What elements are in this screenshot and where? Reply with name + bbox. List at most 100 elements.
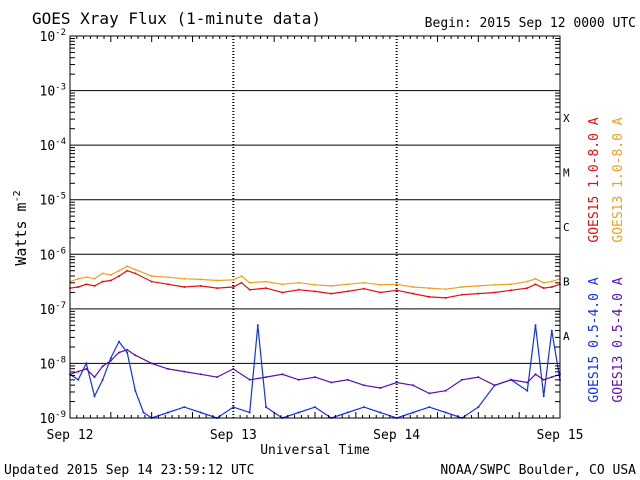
flare-class-label: B: [563, 276, 570, 289]
series-point: [150, 362, 153, 365]
series-point: [118, 340, 120, 343]
series-point: [216, 279, 218, 282]
series-point: [93, 395, 96, 398]
flare-class-label: M: [563, 166, 570, 179]
series-point: [183, 406, 186, 409]
series-layer: [69, 265, 561, 419]
series-point: [346, 290, 349, 293]
y-tick-label: 10-7: [40, 301, 67, 318]
series-point: [379, 283, 382, 286]
series-point: [550, 286, 553, 288]
series-point: [526, 381, 529, 384]
y-tick-exponent: -7: [55, 301, 66, 311]
series-point: [109, 359, 112, 362]
series-line: [69, 265, 561, 290]
series-point: [77, 378, 80, 381]
series-point: [199, 284, 202, 287]
series-point: [93, 284, 96, 287]
series-point: [183, 286, 186, 288]
y-tick-base: 10: [40, 248, 56, 263]
legend-entry: GOES15 0.5-4.0 A: [587, 277, 602, 402]
series-point: [534, 283, 537, 286]
credit-text: NOAA/SWPC Boulder, CO USA: [440, 463, 636, 478]
series-point: [379, 291, 382, 294]
series-point: [314, 290, 316, 293]
series-point: [477, 292, 480, 295]
series-point: [183, 370, 186, 373]
y-tick-exponent: -4: [55, 137, 66, 147]
series-point: [428, 406, 431, 409]
series-point: [134, 389, 137, 392]
series-point: [265, 280, 267, 283]
series-point: [314, 283, 316, 286]
series-point: [118, 275, 120, 278]
y-tick-exponent: -2: [55, 28, 66, 38]
series-point: [248, 281, 251, 284]
series-point: [510, 378, 512, 381]
series-point: [248, 288, 251, 291]
y-tick-base: 10: [40, 412, 56, 427]
series-point: [297, 281, 300, 284]
series-point: [77, 277, 80, 280]
series-point: [363, 281, 365, 284]
series-point: [444, 288, 447, 291]
series-point: [85, 367, 88, 370]
series-point: [109, 357, 112, 359]
y-tick-label: 10-9: [40, 410, 67, 427]
series-point: [118, 269, 120, 272]
series-point: [444, 296, 447, 299]
series-point: [85, 283, 88, 286]
series-point: [526, 389, 529, 392]
series-point: [167, 367, 169, 370]
series-point: [510, 283, 512, 286]
series-point: [101, 365, 104, 368]
legend-entry: GOES13 1.0-8.0 A: [611, 117, 626, 242]
series-point: [534, 324, 537, 327]
series-point: [150, 280, 153, 283]
series-point: [550, 280, 553, 283]
series-point: [363, 406, 365, 409]
series-point: [297, 411, 300, 414]
series-point: [542, 281, 545, 284]
y-axis-label: Watts m-2: [12, 190, 30, 265]
series-point: [126, 265, 129, 268]
series-point: [461, 378, 463, 381]
y-tick-exponent: -9: [55, 410, 66, 420]
series-point: [493, 291, 496, 294]
series-point: [510, 289, 512, 292]
series-line: [69, 270, 561, 299]
plot-frame: [69, 35, 561, 419]
series-point: [216, 376, 218, 379]
series-point: [379, 411, 382, 414]
series-point: [126, 348, 129, 351]
series-point: [314, 376, 316, 379]
series-point: [167, 276, 169, 279]
x-tick-label: Sep 13: [210, 428, 257, 443]
legend: GOES15 1.0-8.0 A GOES13 1.0-8.0 A GOES15 0…: [587, 117, 626, 402]
series-point: [534, 277, 537, 280]
y-tick-exponent: -8: [55, 355, 66, 365]
chart-title: GOES Xray Flux (1-minute data): [32, 9, 321, 28]
x-tick-label: Sep 15: [537, 428, 584, 443]
series-point: [428, 295, 431, 298]
series-point: [346, 411, 349, 414]
series-point: [77, 370, 80, 373]
series-point: [216, 287, 218, 290]
series-point: [134, 354, 137, 357]
begin-date: Begin: 2015 Sep 12 0000 UTC: [425, 16, 636, 31]
series-point: [542, 287, 545, 290]
x-axis-label: Universal Time: [260, 443, 370, 458]
y-tick-base: 10: [40, 139, 56, 154]
flare-class-label: A: [563, 330, 570, 343]
series-point: [232, 406, 235, 409]
series-point: [461, 286, 463, 288]
series-point: [134, 272, 137, 275]
series-point: [526, 280, 529, 283]
series-point: [240, 281, 243, 284]
series-point: [550, 329, 553, 332]
series-point: [109, 279, 112, 282]
series-point: [428, 287, 431, 290]
series-point: [534, 373, 537, 376]
